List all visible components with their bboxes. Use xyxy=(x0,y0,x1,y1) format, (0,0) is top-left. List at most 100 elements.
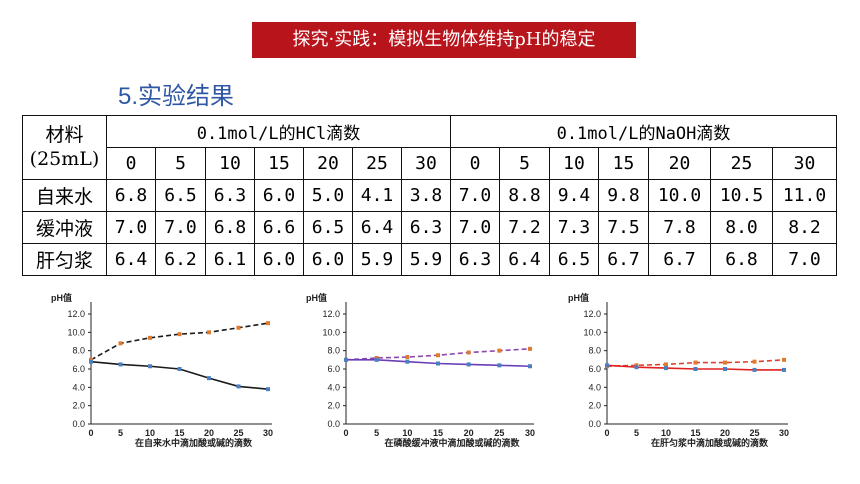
row-label: 缓冲液 xyxy=(22,211,107,244)
y-tick-label: 4.0 xyxy=(72,382,85,392)
x-tick-label: 5 xyxy=(118,428,123,438)
row-label: 自来水 xyxy=(22,179,107,212)
table-cell: 6.3 xyxy=(450,243,500,276)
y-tick-label: 8.0 xyxy=(327,346,340,356)
drops-header-row: 0 5 10 15 20 25 30 0 5 10 15 20 25 30 xyxy=(23,147,837,180)
table-cell: 6.1 xyxy=(205,243,255,276)
corner-line1: 材料 xyxy=(45,123,84,146)
table-cell: 7.3 xyxy=(549,211,599,244)
x-tick-label: 20 xyxy=(464,428,474,438)
corner-line2: (25mL) xyxy=(29,147,100,170)
drops-cell: 25 xyxy=(710,147,773,180)
section-subtitle: 5.实验结果 xyxy=(118,83,235,110)
x-tick-label: 10 xyxy=(402,428,412,438)
x-tick-label: 10 xyxy=(145,428,155,438)
table-row: 缓冲液 7.0 7.0 6.8 6.6 6.5 6.4 6.3 7.0 7.2 … xyxy=(22,211,837,244)
series-line-naoh xyxy=(90,322,269,361)
data-point-naoh xyxy=(466,350,471,355)
table-cell: 6.8 xyxy=(205,211,255,244)
table-cell: 5.9 xyxy=(352,243,402,276)
table-cell: 9.4 xyxy=(549,179,599,212)
y-axis-label: pH值 xyxy=(306,292,327,303)
data-point-hcl xyxy=(266,387,270,392)
data-point-hcl xyxy=(605,363,609,368)
x-tick-label: 20 xyxy=(204,428,214,438)
drops-cell: 30 xyxy=(772,147,837,180)
chart-tap-water: pH值 0.0 2.0 4.0 6.0 8.0 10.0 12.0 0 5 10 15 20 25 30 在自… xyxy=(45,290,285,452)
table-cell: 7.5 xyxy=(598,211,649,244)
table-cell: 3.8 xyxy=(401,179,451,212)
table-cell: 6.3 xyxy=(205,179,255,212)
drops-cell: 20 xyxy=(648,147,711,180)
drops-cell: 30 xyxy=(401,147,451,180)
table-cell: 7.0 xyxy=(772,243,837,276)
y-tick-label: 4.0 xyxy=(588,382,601,392)
data-point-hcl xyxy=(693,367,698,371)
data-point-hcl xyxy=(177,367,182,371)
y-tick-label: 2.0 xyxy=(588,401,601,411)
drops-cell: 0 xyxy=(450,147,500,180)
data-point-naoh xyxy=(528,346,532,351)
x-tick-label: 30 xyxy=(525,428,535,438)
data-point-naoh xyxy=(236,325,241,330)
data-point-hcl xyxy=(236,384,241,389)
table-cell: 7.0 xyxy=(155,211,206,244)
table-cell: 6.5 xyxy=(155,179,206,212)
x-tick-label: 15 xyxy=(690,428,700,438)
y-tick-label: 12.0 xyxy=(322,309,340,319)
table-cell: 6.8 xyxy=(710,243,773,276)
x-tick-label: 25 xyxy=(749,428,759,438)
drops-cell: 5 xyxy=(155,147,206,180)
drops-cell: 10 xyxy=(205,147,255,180)
drops-cell: 10 xyxy=(549,147,599,180)
table-cell: 7.8 xyxy=(648,211,711,244)
y-axis-label: pH值 xyxy=(568,292,589,303)
data-point-naoh xyxy=(207,330,211,335)
table-cell: 4.1 xyxy=(352,179,402,212)
data-point-naoh xyxy=(782,357,786,362)
y-axis-label: pH值 xyxy=(51,292,72,303)
y-tick-label: 12.0 xyxy=(67,309,85,319)
table-cell: 8.8 xyxy=(499,179,550,212)
data-point-hcl xyxy=(405,359,410,364)
table-row: 肝匀浆 6.4 6.2 6.1 6.0 6.0 5.9 5.9 6.3 6.4 … xyxy=(22,243,837,276)
table-cell: 7.0 xyxy=(106,211,156,244)
data-point-hcl xyxy=(497,363,502,368)
series-line-hcl xyxy=(90,360,269,390)
data-point-naoh xyxy=(664,362,668,367)
table-cell: 6.7 xyxy=(598,243,649,276)
data-point-hcl xyxy=(634,365,639,370)
data-point-hcl xyxy=(374,357,379,362)
y-tick-label: 2.0 xyxy=(72,401,85,411)
data-point-naoh xyxy=(693,360,698,365)
data-point-hcl xyxy=(664,366,668,371)
table-cell: 6.0 xyxy=(254,243,304,276)
data-point-naoh xyxy=(497,348,502,353)
table-cell: 10.5 xyxy=(710,179,773,212)
data-point-hcl xyxy=(782,367,786,372)
data-point-hcl xyxy=(723,367,727,371)
x-axis-label: 在磷酸缓冲液中滴加酸或碱的滴数 xyxy=(384,437,520,448)
x-tick-label: 0 xyxy=(604,428,609,438)
table-cell: 6.4 xyxy=(106,243,156,276)
table-cell: 6.0 xyxy=(303,243,353,276)
drops-cell: 20 xyxy=(303,147,353,180)
table-cell: 6.8 xyxy=(106,179,156,212)
chart-svg: pH值 0.0 2.0 4.0 6.0 8.0 10.0 12.0 0 5 10 15 20 25 30 在自… xyxy=(51,292,273,448)
data-point-naoh xyxy=(177,332,182,337)
data-point-hcl xyxy=(148,364,152,369)
y-tick-label: 8.0 xyxy=(588,346,601,356)
table-cell: 8.2 xyxy=(772,211,837,244)
data-point-hcl xyxy=(207,376,211,381)
x-tick-label: 0 xyxy=(343,428,348,438)
table-cell: 10.0 xyxy=(648,179,711,212)
table-cell: 6.5 xyxy=(549,243,599,276)
data-point-hcl xyxy=(466,362,471,367)
data-point-naoh xyxy=(436,353,440,358)
x-tick-label: 25 xyxy=(233,428,243,438)
drops-cell: 15 xyxy=(598,147,649,180)
table-row: 自来水 6.8 6.5 6.3 6.0 5.0 4.1 3.8 7.0 8.8 … xyxy=(22,179,837,212)
group-header-hcl: 0.1mol/L的HCl滴数 xyxy=(106,115,451,148)
drops-cell: 5 xyxy=(499,147,550,180)
data-point-hcl xyxy=(436,361,440,366)
